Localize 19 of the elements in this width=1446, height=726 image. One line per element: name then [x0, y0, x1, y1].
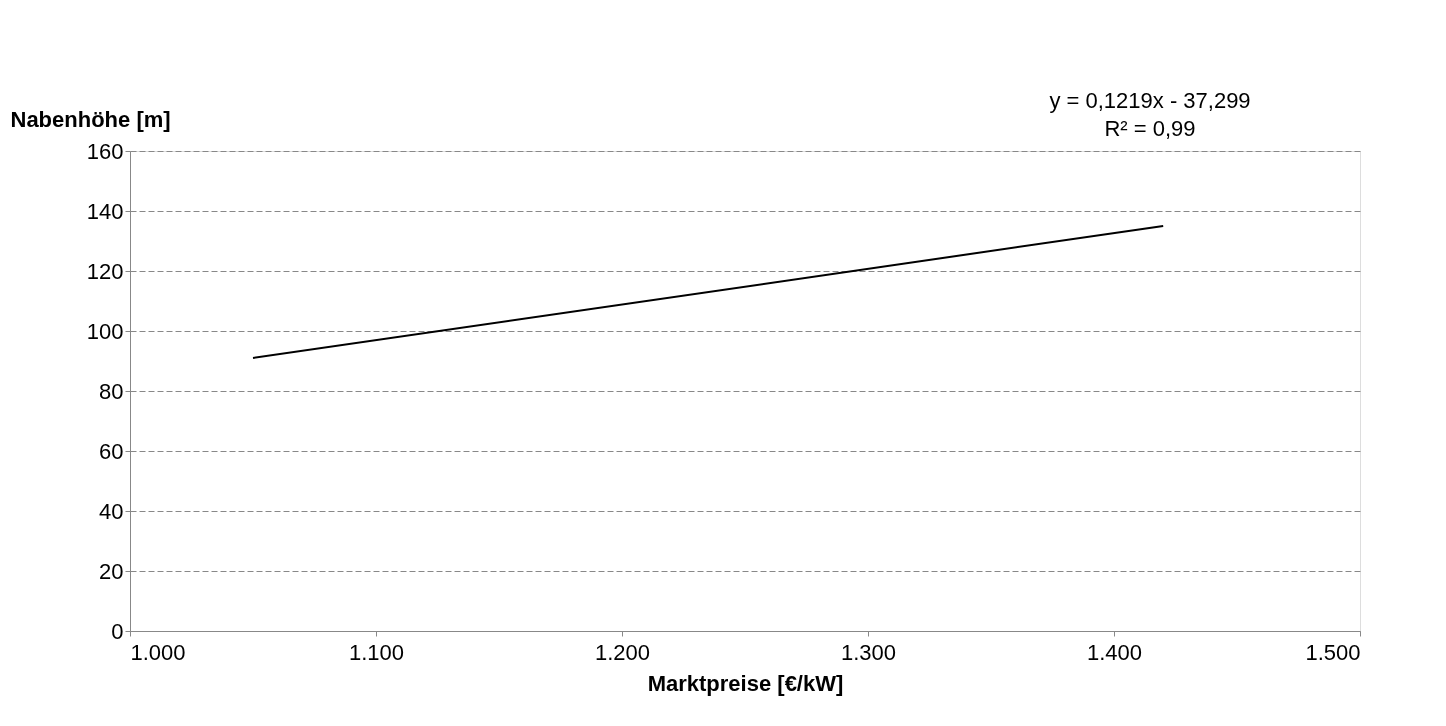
- x-tick-label: 1.300: [840, 639, 897, 665]
- x-tick-label: 1.100: [348, 639, 405, 665]
- y-tick-label: 80: [99, 378, 124, 404]
- text: y = 0,1219x - 37,299: [1049, 88, 1251, 113]
- y-tick-label: 100: [86, 318, 124, 344]
- y-tick-label: 60: [99, 438, 124, 464]
- y-tick-label: 140: [86, 198, 124, 224]
- x-tick-label: 1.400: [1086, 639, 1143, 665]
- y-tick-label: 120: [86, 258, 124, 284]
- y-tick-label: 0: [111, 618, 124, 644]
- y-axis-title: Nabenhöhe [m]: [10, 106, 171, 132]
- y-tick-label: 160: [86, 138, 124, 164]
- y-tick-label: 40: [99, 498, 124, 524]
- x-tick-label: 1.500: [1305, 639, 1361, 665]
- x-tick-label: 1.200: [594, 639, 651, 665]
- text: R² = 0,99: [1104, 116, 1196, 141]
- x-axis-title: Marktpreise [€/kW]: [647, 670, 844, 696]
- x-tick-label: 1.000: [130, 639, 186, 665]
- y-tick-label: 20: [99, 558, 124, 584]
